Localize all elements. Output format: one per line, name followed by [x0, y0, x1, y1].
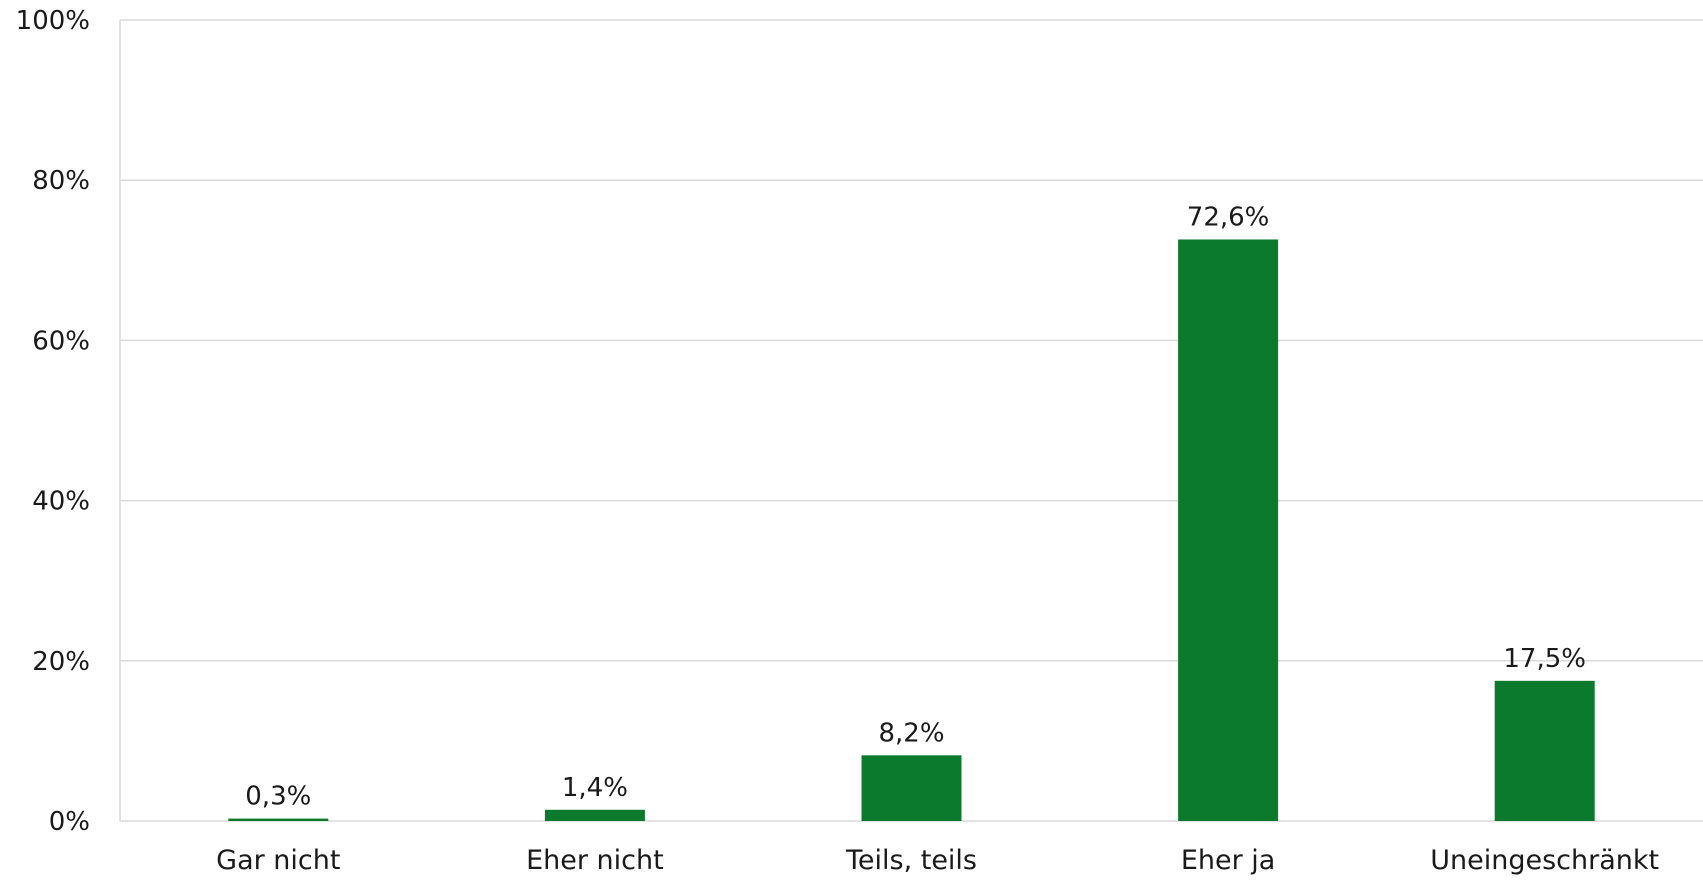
y-tick-label: 40%	[32, 487, 90, 517]
data-label: 72,6%	[1187, 202, 1270, 232]
x-tick-label: Eher nicht	[526, 845, 664, 876]
data-label: 1,4%	[562, 773, 628, 803]
x-axis-tick-labels: Gar nicht Eher nicht Teils, teils Eher ja Un…	[216, 845, 1659, 876]
x-tick-label: Teils, teils	[845, 845, 977, 876]
data-label: 8,2%	[878, 718, 944, 748]
data-label: 17,5%	[1503, 644, 1586, 674]
y-tick-label: 20%	[32, 647, 90, 677]
y-tick-label: 80%	[32, 166, 90, 196]
x-tick-label: Eher ja	[1181, 845, 1276, 876]
bar	[544, 809, 645, 821]
data-label: 0,3%	[245, 782, 311, 812]
bar	[861, 755, 962, 821]
data-labels: 0,3% 1,4% 8,2% 72,6% 17,5%	[245, 202, 1586, 811]
y-tick-label: 100%	[16, 6, 90, 36]
gridlines	[119, 19, 1703, 822]
bar	[1494, 680, 1595, 821]
y-tick-label: 0%	[49, 807, 90, 837]
y-axis-tick-labels: 0% 20% 40% 60% 80% 100%	[16, 6, 90, 837]
bar	[1178, 239, 1279, 821]
y-tick-label: 60%	[32, 326, 90, 356]
x-tick-label: Gar nicht	[216, 845, 340, 876]
bars	[228, 239, 1595, 821]
bar	[228, 818, 329, 821]
x-tick-label: Uneingeschränkt	[1430, 845, 1659, 876]
